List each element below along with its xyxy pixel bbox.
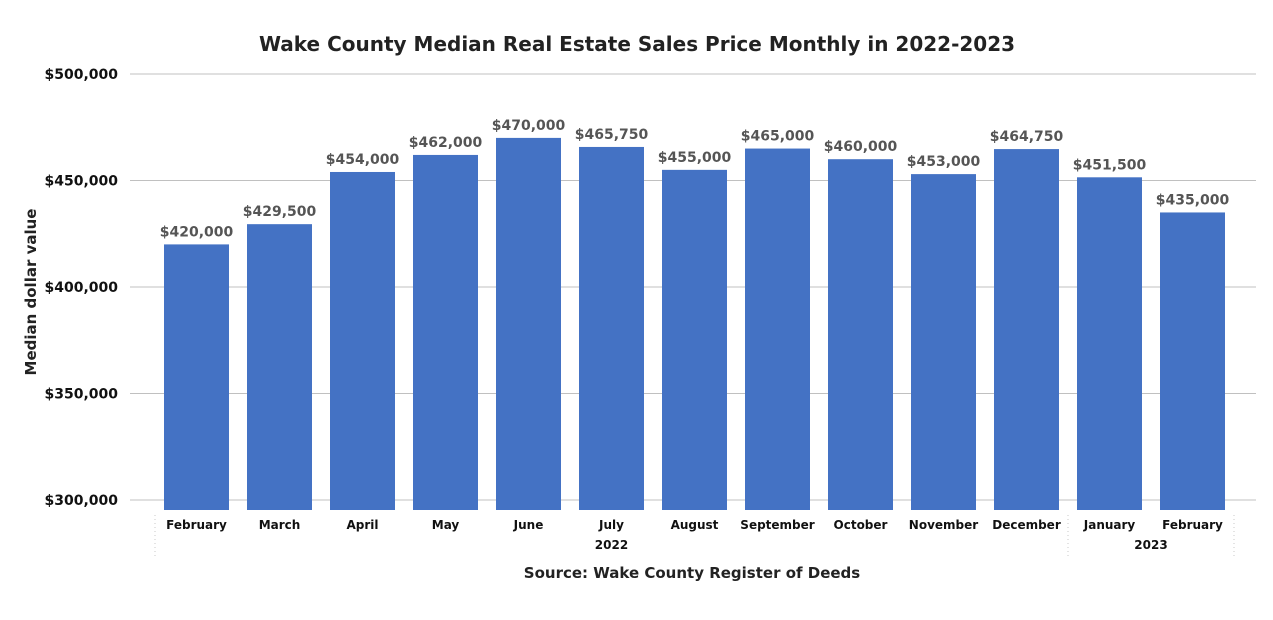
data-label: $470,000 [492, 118, 566, 134]
data-label: $454,000 [326, 152, 400, 168]
y-tick-label: $500,000 [44, 67, 118, 83]
bar [662, 169, 727, 510]
bar [1160, 212, 1225, 510]
x-tick-label: May [432, 518, 460, 532]
bar [247, 224, 312, 511]
data-label: $465,000 [741, 129, 815, 145]
bars [164, 137, 1225, 511]
x-group-label: 2023 [1134, 538, 1167, 552]
x-tick-label: April [346, 518, 378, 532]
data-label: $465,750 [575, 127, 649, 143]
data-label: $435,000 [1156, 192, 1230, 208]
x-tick-label: November [909, 518, 978, 532]
bar [413, 154, 478, 510]
bar [994, 149, 1059, 510]
x-tick-label: March [259, 518, 301, 532]
bar [745, 148, 810, 511]
bar [911, 174, 976, 511]
y-axis-title: Median dollar value [22, 209, 40, 376]
x-tick-label: June [513, 518, 544, 532]
y-axis-ticks: $300,000 $350,000 $400,000 $450,000 $500,000 [44, 67, 118, 509]
x-tick-label: January [1083, 518, 1136, 532]
bar [1077, 177, 1142, 510]
bar [496, 137, 561, 510]
x-tick-label: December [992, 518, 1061, 532]
data-label: $462,000 [409, 135, 483, 151]
y-tick-label: $350,000 [44, 387, 118, 403]
bar [579, 146, 644, 510]
x-tick-label: February [166, 518, 227, 532]
x-tick-label: August [671, 518, 719, 532]
data-label: $464,750 [990, 129, 1064, 145]
bar [330, 171, 395, 511]
x-tick-label: October [834, 518, 888, 532]
data-label: $420,000 [160, 224, 234, 240]
x-tick-label: September [740, 518, 814, 532]
x-axis-ticks: February March April May June July August Septe… [166, 518, 1223, 532]
bar [828, 159, 893, 510]
data-label: $429,500 [243, 204, 317, 220]
data-labels: $420,000 $429,500 $454,000 $462,000 $470,000… [160, 118, 1230, 241]
bar [164, 244, 229, 510]
x-group-label: 2022 [595, 538, 628, 552]
data-label: $453,000 [907, 154, 981, 170]
data-label: $451,500 [1073, 157, 1147, 173]
y-tick-label: $450,000 [44, 174, 118, 190]
x-tick-label: July [598, 518, 624, 532]
y-tick-label: $400,000 [44, 280, 118, 296]
x-axis-title: Source: Wake County Register of Deeds [524, 564, 860, 582]
chart-title: Wake County Median Real Estate Sales Pri… [259, 32, 1015, 56]
data-label: $455,000 [658, 150, 732, 166]
y-tick-label: $300,000 [44, 493, 118, 509]
data-label: $460,000 [824, 139, 898, 155]
x-axis-groups: 2022 2023 [154, 515, 1235, 556]
x-tick-label: February [1162, 518, 1223, 532]
